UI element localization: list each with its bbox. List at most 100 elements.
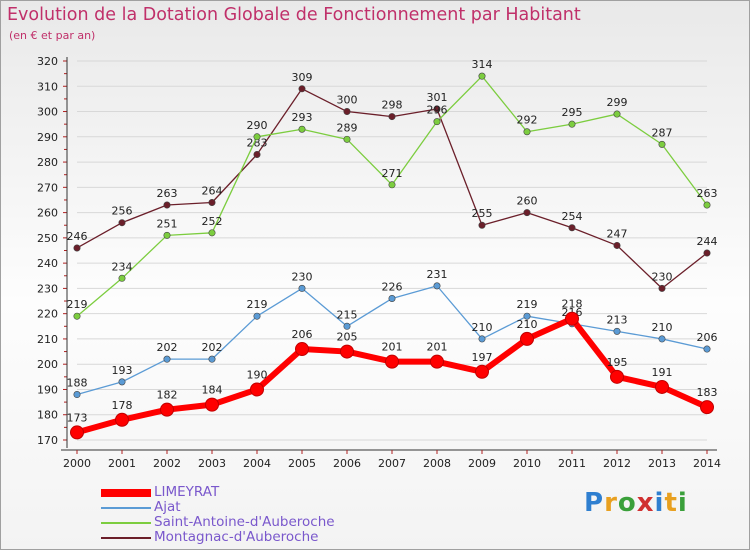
data-point xyxy=(523,209,531,217)
data-point xyxy=(478,221,486,229)
y-tick-label: 220 xyxy=(37,308,58,321)
data-label: 205 xyxy=(337,331,358,344)
data-label: 296 xyxy=(427,104,448,117)
data-point xyxy=(388,113,396,121)
data-label: 309 xyxy=(292,71,313,84)
proxiti-logo: Proxiti xyxy=(584,488,688,518)
data-point xyxy=(118,274,126,282)
data-point xyxy=(658,284,666,292)
data-label: 234 xyxy=(112,260,133,273)
x-tick-label: 2010 xyxy=(513,457,541,470)
x-tick-label: 2006 xyxy=(333,457,361,470)
legend-label: Ajat xyxy=(154,499,181,515)
x-tick-label: 2013 xyxy=(648,457,676,470)
data-label: 195 xyxy=(607,356,628,369)
data-label: 264 xyxy=(202,184,223,197)
x-tick-label: 2000 xyxy=(63,457,91,470)
data-point xyxy=(73,391,81,399)
data-point xyxy=(433,282,441,290)
data-label: 219 xyxy=(67,298,88,311)
y-tick-label: 170 xyxy=(37,434,58,447)
data-label: 292 xyxy=(517,114,538,127)
data-point xyxy=(295,342,309,357)
data-point xyxy=(433,105,441,113)
data-label: 206 xyxy=(697,331,718,344)
data-point xyxy=(613,327,621,335)
legend-item: Saint-Antoine-d'Auberoche xyxy=(101,515,335,530)
data-point xyxy=(343,135,351,143)
data-point xyxy=(703,249,711,257)
data-point xyxy=(520,331,534,346)
data-label: 201 xyxy=(427,341,448,354)
data-label: 254 xyxy=(562,210,583,223)
x-tick-label: 2009 xyxy=(468,457,496,470)
data-point xyxy=(298,85,306,93)
data-label: 260 xyxy=(517,195,538,208)
series-3: 246 256 263 264 283 309 300 298 301 255 260 254 247 2… xyxy=(67,71,718,292)
data-point xyxy=(253,150,261,158)
data-label: 295 xyxy=(562,106,583,119)
data-point xyxy=(568,224,576,232)
data-point xyxy=(115,412,129,427)
y-tick-label: 190 xyxy=(37,383,58,396)
legend-item: LIMEYRAT xyxy=(101,485,335,500)
data-label: 251 xyxy=(157,217,178,230)
data-point xyxy=(478,72,486,80)
data-label: 246 xyxy=(67,230,88,243)
legend-swatch xyxy=(101,521,151,524)
data-point xyxy=(523,312,531,320)
y-tick-label: 300 xyxy=(37,106,58,119)
x-tick-label: 2012 xyxy=(603,457,631,470)
data-point xyxy=(565,311,579,326)
x-tick-label: 2007 xyxy=(378,457,406,470)
data-point xyxy=(208,355,216,363)
y-tick-label: 230 xyxy=(37,282,58,295)
data-label: 215 xyxy=(337,308,358,321)
data-label: 210 xyxy=(517,318,538,331)
data-point xyxy=(163,201,171,209)
data-label: 183 xyxy=(697,386,718,399)
data-point xyxy=(388,295,396,303)
data-label: 230 xyxy=(652,270,673,283)
data-label: 230 xyxy=(292,270,313,283)
data-point xyxy=(613,110,621,118)
data-label: 263 xyxy=(157,187,178,200)
data-label: 202 xyxy=(202,341,223,354)
data-point xyxy=(340,344,354,359)
data-label: 219 xyxy=(517,298,538,311)
data-label: 298 xyxy=(382,99,403,112)
y-tick-label: 250 xyxy=(37,232,58,245)
data-point xyxy=(613,241,621,249)
x-tick-label: 2014 xyxy=(693,457,721,470)
legend-label: LIMEYRAT xyxy=(154,484,220,500)
data-point xyxy=(73,312,81,320)
x-tick-label: 2008 xyxy=(423,457,451,470)
data-label: 255 xyxy=(472,207,493,220)
data-label: 218 xyxy=(562,298,583,311)
data-point xyxy=(208,198,216,206)
data-label: 226 xyxy=(382,281,403,294)
y-tick-label: 280 xyxy=(37,156,58,169)
y-tick-label: 260 xyxy=(37,207,58,220)
data-label: 206 xyxy=(292,328,313,341)
data-label: 263 xyxy=(697,187,718,200)
legend-item: Ajat xyxy=(101,500,335,515)
data-point xyxy=(163,355,171,363)
data-point xyxy=(253,312,261,320)
data-label: 182 xyxy=(157,389,178,402)
data-label: 173 xyxy=(67,411,88,424)
data-label: 299 xyxy=(607,96,628,109)
data-point xyxy=(298,284,306,292)
data-point xyxy=(703,201,711,209)
y-tick-label: 240 xyxy=(37,257,58,270)
data-label: 287 xyxy=(652,126,673,139)
y-tick-label: 200 xyxy=(37,358,58,371)
data-point xyxy=(118,378,126,386)
x-tick-label: 2005 xyxy=(288,457,316,470)
data-point xyxy=(205,397,219,412)
x-tick-label: 2002 xyxy=(153,457,181,470)
data-label: 301 xyxy=(427,91,448,104)
data-point xyxy=(343,322,351,330)
data-label: 247 xyxy=(607,227,628,240)
